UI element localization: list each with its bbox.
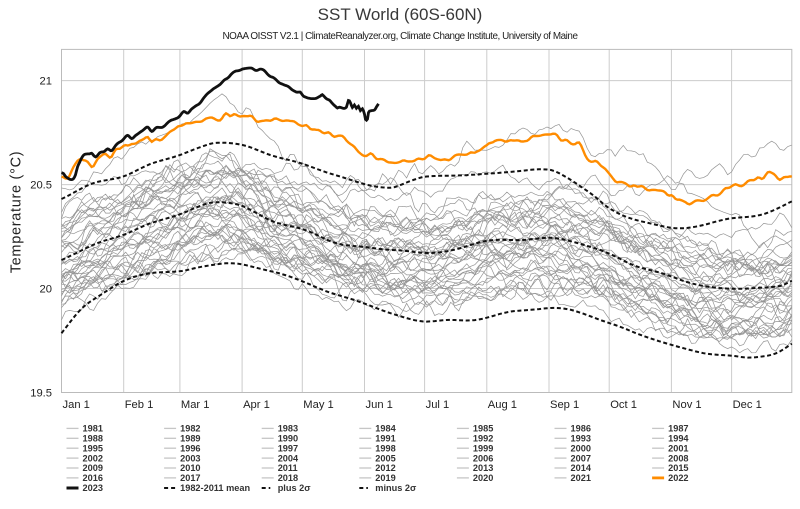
- svg-text:2009: 2009: [83, 463, 103, 473]
- svg-text:1986: 1986: [571, 424, 591, 434]
- svg-text:Feb 1: Feb 1: [125, 399, 154, 411]
- svg-text:1989: 1989: [180, 434, 200, 444]
- svg-text:2004: 2004: [278, 453, 299, 463]
- svg-text:2012: 2012: [375, 463, 395, 473]
- svg-text:2008: 2008: [668, 453, 688, 463]
- svg-text:2005: 2005: [375, 453, 395, 463]
- svg-text:20.5: 20.5: [30, 180, 52, 192]
- svg-text:2001: 2001: [668, 443, 688, 453]
- svg-text:2000: 2000: [571, 443, 591, 453]
- svg-text:1991: 1991: [375, 434, 395, 444]
- svg-text:2015: 2015: [668, 463, 688, 473]
- svg-text:21: 21: [40, 76, 52, 88]
- svg-text:2019: 2019: [375, 473, 395, 483]
- svg-text:1999: 1999: [473, 443, 493, 453]
- svg-text:1996: 1996: [180, 443, 200, 453]
- svg-text:1995: 1995: [83, 443, 103, 453]
- svg-text:2013: 2013: [473, 463, 493, 473]
- svg-text:2023: 2023: [83, 483, 103, 493]
- svg-text:2014: 2014: [571, 463, 592, 473]
- svg-text:Apr 1: Apr 1: [243, 399, 270, 411]
- svg-text:2006: 2006: [473, 453, 493, 463]
- svg-text:Nov 1: Nov 1: [672, 399, 701, 411]
- svg-text:1981: 1981: [83, 424, 103, 434]
- svg-text:2002: 2002: [83, 453, 103, 463]
- svg-text:Oct 1: Oct 1: [610, 399, 637, 411]
- svg-text:1987: 1987: [668, 424, 688, 434]
- svg-text:1994: 1994: [668, 434, 689, 444]
- svg-text:1997: 1997: [278, 443, 298, 453]
- svg-text:1985: 1985: [473, 424, 493, 434]
- svg-text:2018: 2018: [278, 473, 298, 483]
- svg-text:1984: 1984: [375, 424, 396, 434]
- svg-text:minus 2σ: minus 2σ: [375, 483, 417, 493]
- svg-text:2016: 2016: [83, 473, 103, 483]
- svg-text:Dec 1: Dec 1: [733, 399, 762, 411]
- svg-text:2011: 2011: [278, 463, 298, 473]
- svg-text:SST World (60S-60N): SST World (60S-60N): [318, 5, 483, 24]
- svg-text:2022: 2022: [668, 473, 688, 483]
- svg-text:Aug 1: Aug 1: [488, 399, 517, 411]
- svg-text:1990: 1990: [278, 434, 298, 444]
- svg-text:1988: 1988: [83, 434, 103, 444]
- svg-text:1983: 1983: [278, 424, 298, 434]
- svg-text:2017: 2017: [180, 473, 200, 483]
- svg-text:1982: 1982: [180, 424, 200, 434]
- svg-text:2010: 2010: [180, 463, 200, 473]
- svg-text:1992: 1992: [473, 434, 493, 444]
- svg-text:Jun 1: Jun 1: [366, 399, 393, 411]
- svg-text:Jul 1: Jul 1: [426, 399, 450, 411]
- svg-text:2003: 2003: [180, 453, 200, 463]
- svg-text:2007: 2007: [571, 453, 591, 463]
- svg-text:Sep 1: Sep 1: [550, 399, 579, 411]
- svg-text:20: 20: [40, 284, 52, 296]
- svg-text:2021: 2021: [571, 473, 591, 483]
- svg-text:1998: 1998: [375, 443, 395, 453]
- svg-text:plus 2σ: plus 2σ: [278, 483, 312, 493]
- svg-text:2020: 2020: [473, 473, 493, 483]
- svg-text:19.5: 19.5: [30, 388, 52, 400]
- svg-text:1982-2011 mean: 1982-2011 mean: [180, 483, 250, 493]
- svg-text:Temperature (°C): Temperature (°C): [9, 151, 25, 274]
- svg-text:NOAA OISST V2.1 | ClimateReana: NOAA OISST V2.1 | ClimateReanalyzer.org,…: [222, 31, 578, 42]
- svg-text:Jan 1: Jan 1: [63, 399, 90, 411]
- svg-text:Mar 1: Mar 1: [181, 399, 210, 411]
- svg-text:1993: 1993: [571, 434, 591, 444]
- svg-text:May 1: May 1: [303, 399, 333, 411]
